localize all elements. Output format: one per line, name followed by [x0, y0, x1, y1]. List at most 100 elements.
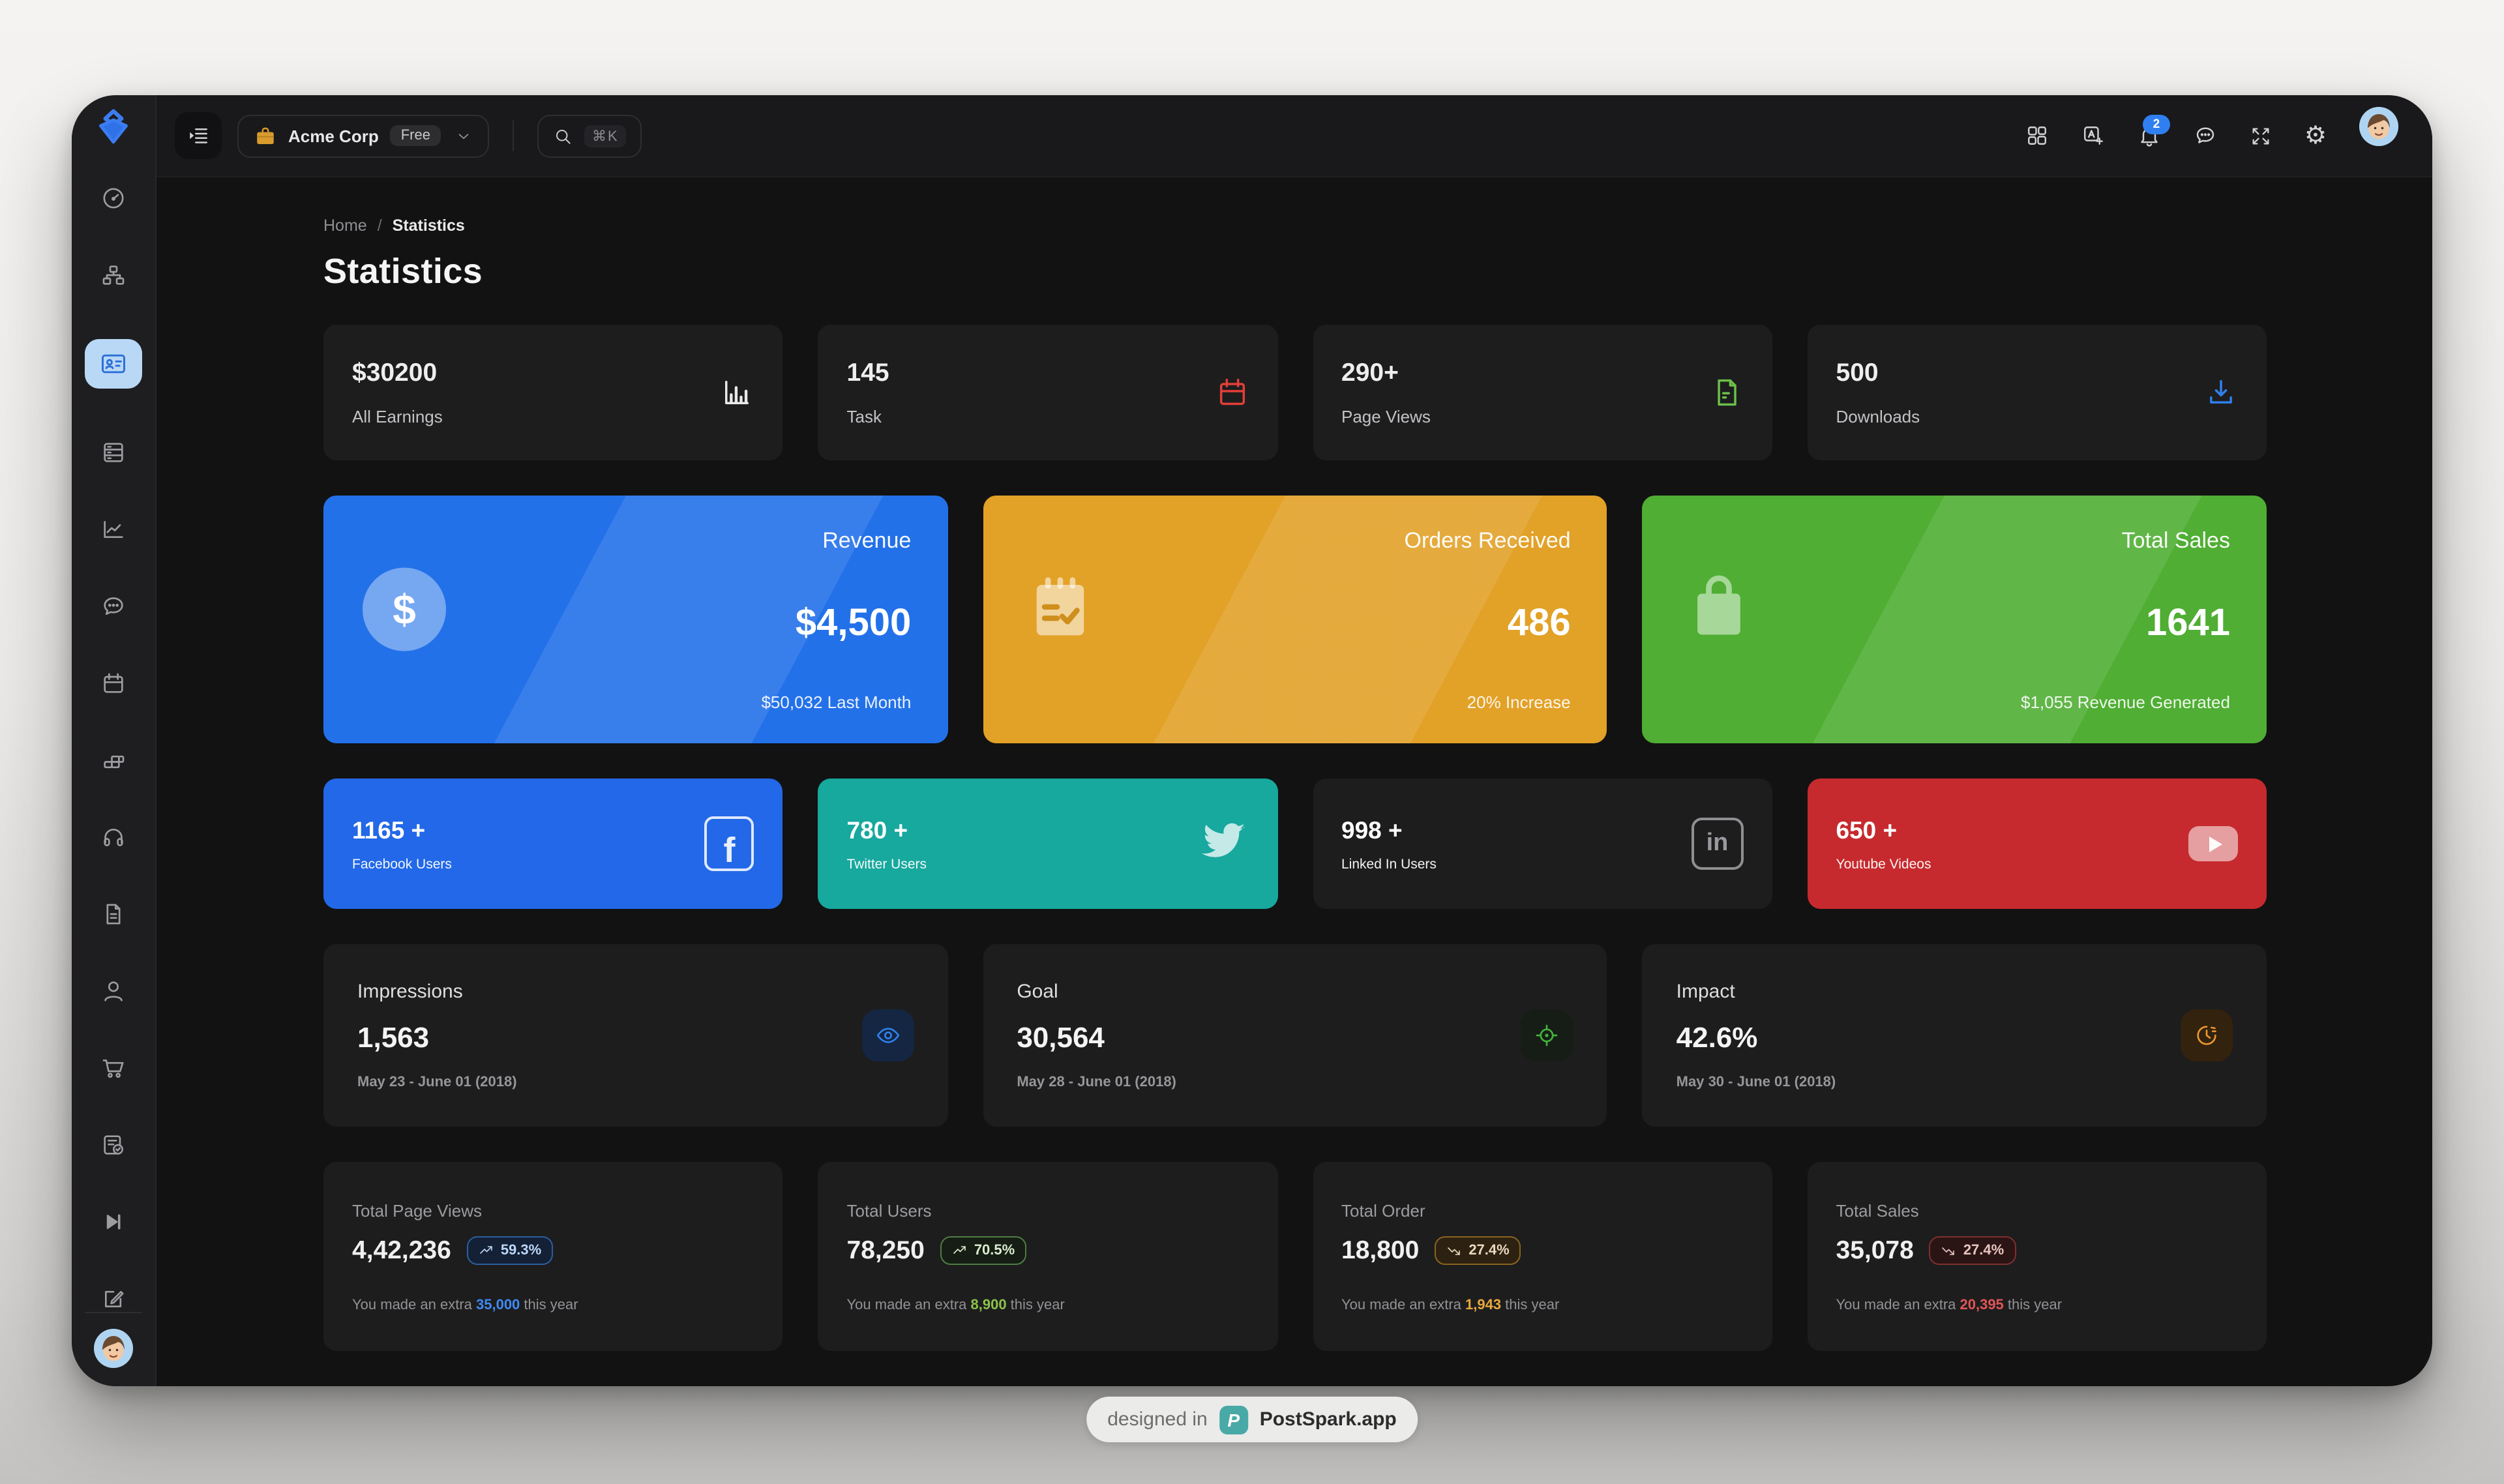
facebook-card[interactable]: 1165 + Facebook Users f	[323, 779, 783, 909]
sidebar-user-avatar[interactable]	[94, 1329, 133, 1368]
summary-value: 78,250	[846, 1236, 925, 1264]
highlight-value: 486	[1507, 602, 1571, 644]
app-window: Acme Corp Free ⌘K	[72, 95, 2432, 1386]
sidebar-item-support[interactable]	[98, 824, 129, 850]
sidebar-item-chat[interactable]	[98, 593, 129, 619]
stat-label: Downloads	[1836, 407, 1920, 426]
search-shortcut: ⌘K	[584, 125, 627, 147]
goal-card[interactable]: Goal 30,564 May 28 - June 01 (2018)	[983, 944, 1607, 1127]
youtube-card[interactable]: 650 + Youtube Videos	[1807, 779, 2267, 909]
stat-card-downloads[interactable]: 500 Downloads	[1807, 325, 2267, 460]
chart-line-icon	[104, 521, 123, 538]
revenue-card[interactable]: $ Revenue $4,500 $50,032 Last Month	[323, 496, 948, 743]
sidebar-item-layouts[interactable]	[98, 439, 129, 466]
sidebar-item-widgets[interactable]	[85, 339, 142, 389]
sidebar-item-charts[interactable]	[98, 516, 129, 542]
topbar-divider	[512, 120, 514, 151]
summary-title: Total Sales	[1836, 1200, 1919, 1220]
sidebar-item-users[interactable]	[98, 978, 129, 1004]
message-icon	[104, 597, 123, 615]
social-label: Youtube Videos	[1836, 856, 1931, 872]
linkedin-icon: in	[1691, 818, 1744, 870]
shopping-bag-icon	[1697, 575, 1741, 635]
sidebar-item-components[interactable]	[98, 262, 129, 288]
search-icon	[556, 129, 571, 143]
trend-up-icon	[953, 1246, 966, 1254]
trend-down-icon	[1943, 1247, 1955, 1255]
sidebar-item-navigation[interactable]	[98, 1209, 129, 1235]
social-label: Facebook Users	[352, 856, 452, 872]
search-button[interactable]: ⌘K	[537, 114, 642, 157]
stat-card-all-earnings[interactable]: $30200 All Earnings	[323, 325, 783, 460]
sidebar-item-editors[interactable]	[98, 1286, 129, 1312]
target-icon	[1536, 1024, 1558, 1046]
impressions-chip[interactable]	[861, 1009, 914, 1061]
summary-highlight: 20,395	[1960, 1297, 2004, 1313]
impact-chip[interactable]	[2180, 1009, 2233, 1061]
workspace-selector[interactable]: Acme Corp Free	[237, 114, 489, 157]
user-icon	[104, 981, 123, 1002]
change-badge: 27.4%	[1435, 1236, 1521, 1265]
topbar-right: 2 ⚙	[2025, 107, 2398, 164]
sidebar-item-dashboard[interactable]	[98, 185, 129, 211]
sidebar-divider	[85, 1312, 142, 1313]
stat-label: Task	[846, 407, 882, 426]
fullscreen-button[interactable]	[2250, 125, 2272, 147]
metric-title: Impressions	[357, 981, 463, 1003]
headphones-icon	[104, 829, 123, 846]
clipboard-check-icon	[104, 1135, 124, 1155]
chat-button[interactable]	[2194, 124, 2217, 147]
orders-received-card[interactable]: Orders Received 486 20% Increase	[983, 496, 1607, 743]
change-badge: 70.5%	[940, 1236, 1027, 1265]
sidebar-toggle-button[interactable]	[175, 112, 222, 159]
summary-title: Total Page Views	[352, 1200, 482, 1220]
apps-grid-button[interactable]	[2025, 124, 2049, 147]
topbar-user-avatar[interactable]	[2359, 107, 2398, 146]
twitter-icon	[1200, 823, 1245, 857]
highlight-value: $4,500	[795, 602, 912, 644]
page-title: Statistics	[323, 252, 483, 291]
speedometer-icon	[103, 188, 124, 209]
stat-cards-row: $30200 All Earnings 145 Task	[323, 325, 2267, 460]
sidebar-item-pages[interactable]	[98, 901, 129, 927]
sidebar-item-calendar[interactable]	[98, 670, 129, 696]
stat-value: $30200	[352, 359, 438, 387]
server-icon	[104, 443, 123, 462]
sidebar-item-blocks[interactable]	[98, 747, 129, 773]
twitter-card[interactable]: 780 + Twitter Users	[818, 779, 1277, 909]
summary-highlight: 8,900	[970, 1297, 1007, 1313]
fullscreen-icon	[2252, 127, 2269, 144]
skip-forward-icon	[106, 1214, 121, 1230]
stat-label: All Earnings	[352, 407, 443, 426]
translate-button[interactable]	[2081, 124, 2105, 147]
indent-menu-icon	[190, 128, 207, 143]
linkedin-card[interactable]: 998 + Linked In Users in	[1313, 779, 1772, 909]
edit-icon	[105, 1290, 124, 1307]
stat-card-task[interactable]: 145 Task	[818, 325, 1277, 460]
total-sales-summary-card[interactable]: Total Sales 35,078 27.4% You made an ext…	[1807, 1162, 2267, 1351]
app-logo[interactable]	[72, 95, 155, 156]
goal-chip[interactable]	[1521, 1009, 1573, 1061]
postspark-logo-icon: P	[1219, 1405, 1248, 1434]
impact-card[interactable]: Impact 42.6% May 30 - June 01 (2018)	[1642, 944, 2267, 1127]
calendar-icon	[104, 673, 123, 693]
summary-desc: You made an extra 1,943 this year	[1341, 1297, 1560, 1313]
metric-period: May 30 - June 01 (2018)	[1676, 1075, 1836, 1090]
trend-up-icon	[480, 1246, 492, 1254]
sidebar-item-ecommerce[interactable]	[98, 1055, 129, 1081]
briefcase-icon	[257, 126, 274, 144]
total-users-card[interactable]: Total Users 78,250 70.5% You made an ext…	[818, 1162, 1277, 1351]
total-page-views-card[interactable]: Total Page Views 4,42,236 59.3% You made…	[323, 1162, 783, 1351]
breadcrumb-home[interactable]: Home	[323, 216, 367, 235]
total-order-card[interactable]: Total Order 18,800 27.4% You made an ext…	[1313, 1162, 1772, 1351]
total-sales-card[interactable]: Total Sales 1641 $1,055 Revenue Generate…	[1642, 496, 2267, 743]
chevron-down-icon	[458, 133, 469, 139]
designed-in-text: designed in	[1107, 1408, 1208, 1431]
settings-button[interactable]: ⚙	[2304, 123, 2327, 148]
designed-in-badge[interactable]: designed in P PostSpark.app	[1086, 1397, 1418, 1442]
stat-card-page-views[interactable]: 290+ Page Views	[1313, 325, 1772, 460]
sidebar-item-forms[interactable]	[98, 1132, 129, 1158]
impressions-card[interactable]: Impressions 1,563 May 23 - June 01 (2018…	[323, 944, 948, 1127]
page-content: Home / Statistics Statistics $30200 All …	[156, 177, 2432, 1386]
